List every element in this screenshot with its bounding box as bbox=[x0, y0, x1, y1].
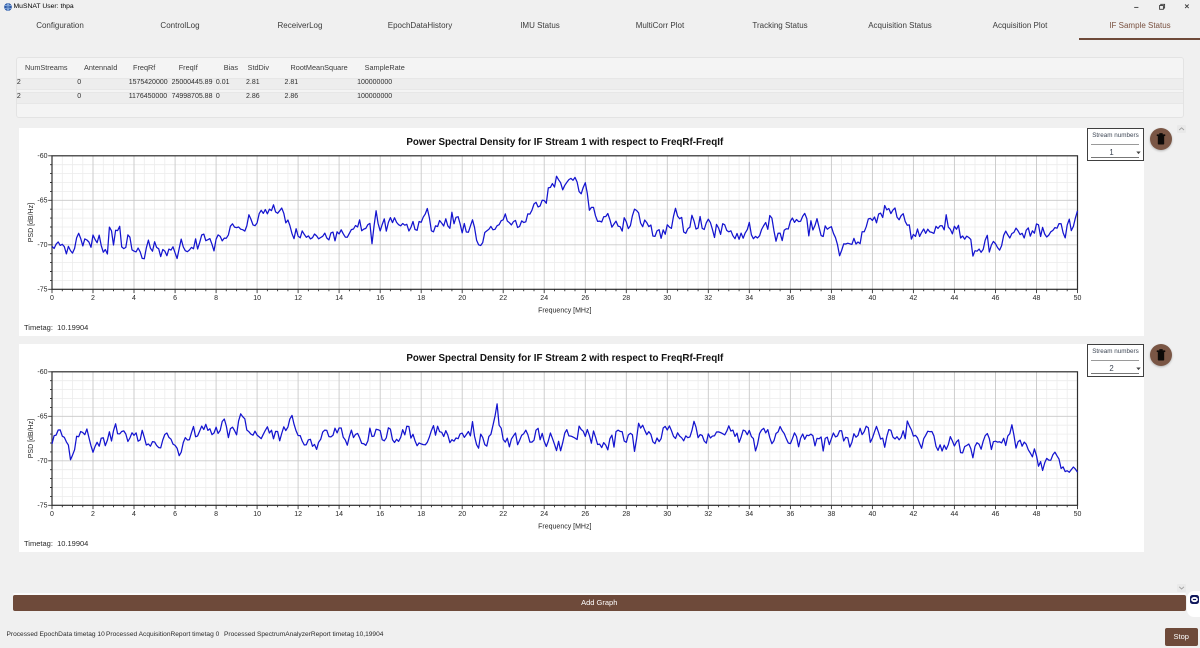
svg-text:26: 26 bbox=[581, 511, 589, 518]
svg-text:40: 40 bbox=[869, 295, 877, 302]
svg-text:20: 20 bbox=[458, 511, 466, 518]
svg-text:34: 34 bbox=[745, 295, 753, 302]
svg-text:-75: -75 bbox=[37, 287, 47, 294]
svg-text:46: 46 bbox=[992, 511, 1000, 518]
svg-text:24: 24 bbox=[540, 511, 548, 518]
svg-text:10: 10 bbox=[253, 295, 261, 302]
svg-text:Power Spectral Density for IF: Power Spectral Density for IF Stream 2 w… bbox=[406, 353, 724, 364]
svg-text:28: 28 bbox=[622, 295, 630, 302]
svg-text:46: 46 bbox=[992, 295, 1000, 302]
svg-text:0: 0 bbox=[50, 295, 54, 302]
svg-text:0: 0 bbox=[50, 511, 54, 518]
svg-text:22: 22 bbox=[499, 511, 507, 518]
svg-text:-70: -70 bbox=[37, 242, 47, 249]
svg-text:14: 14 bbox=[335, 511, 343, 518]
svg-text:6: 6 bbox=[173, 295, 177, 302]
svg-text:2: 2 bbox=[91, 295, 95, 302]
svg-text:32: 32 bbox=[704, 511, 712, 518]
svg-text:22: 22 bbox=[499, 295, 507, 302]
svg-text:4: 4 bbox=[132, 511, 136, 518]
svg-text:18: 18 bbox=[417, 511, 425, 518]
svg-text:-75: -75 bbox=[37, 503, 47, 510]
svg-text:16: 16 bbox=[376, 511, 384, 518]
svg-text:2: 2 bbox=[91, 511, 95, 518]
svg-text:6: 6 bbox=[173, 511, 177, 518]
svg-text:Frequency [MHz]: Frequency [MHz] bbox=[538, 308, 591, 315]
svg-text:24: 24 bbox=[540, 295, 548, 302]
svg-text:50: 50 bbox=[1074, 511, 1082, 518]
svg-text:44: 44 bbox=[951, 295, 959, 302]
svg-text:26: 26 bbox=[581, 295, 589, 302]
svg-text:38: 38 bbox=[828, 295, 836, 302]
svg-text:-60: -60 bbox=[37, 153, 47, 160]
svg-text:38: 38 bbox=[828, 511, 836, 518]
svg-text:-60: -60 bbox=[37, 369, 47, 376]
svg-text:Frequency [MHz]: Frequency [MHz] bbox=[538, 524, 591, 531]
svg-text:32: 32 bbox=[704, 295, 712, 302]
svg-text:12: 12 bbox=[294, 511, 302, 518]
svg-text:36: 36 bbox=[787, 295, 795, 302]
svg-text:40: 40 bbox=[869, 511, 877, 518]
svg-text:42: 42 bbox=[910, 511, 918, 518]
svg-text:30: 30 bbox=[663, 511, 671, 518]
svg-text:44: 44 bbox=[951, 511, 959, 518]
svg-text:PSD [dB/Hz]: PSD [dB/Hz] bbox=[28, 419, 35, 458]
svg-text:Power Spectral Density for IF: Power Spectral Density for IF Stream 1 w… bbox=[406, 137, 724, 148]
svg-text:12: 12 bbox=[294, 295, 302, 302]
svg-text:4: 4 bbox=[132, 295, 136, 302]
svg-text:30: 30 bbox=[663, 295, 671, 302]
svg-text:48: 48 bbox=[1033, 295, 1041, 302]
svg-text:-65: -65 bbox=[37, 414, 47, 421]
svg-text:42: 42 bbox=[910, 295, 918, 302]
svg-text:14: 14 bbox=[335, 295, 343, 302]
svg-text:20: 20 bbox=[458, 295, 466, 302]
svg-text:48: 48 bbox=[1033, 511, 1041, 518]
svg-text:8: 8 bbox=[214, 295, 218, 302]
svg-text:50: 50 bbox=[1074, 295, 1082, 302]
svg-text:28: 28 bbox=[622, 511, 630, 518]
svg-text:34: 34 bbox=[745, 511, 753, 518]
svg-text:18: 18 bbox=[417, 295, 425, 302]
svg-text:PSD [dB/Hz]: PSD [dB/Hz] bbox=[28, 203, 35, 242]
svg-text:-65: -65 bbox=[37, 198, 47, 205]
svg-text:36: 36 bbox=[787, 511, 795, 518]
svg-text:8: 8 bbox=[214, 511, 218, 518]
svg-text:10: 10 bbox=[253, 511, 261, 518]
svg-text:-70: -70 bbox=[37, 458, 47, 465]
svg-text:16: 16 bbox=[376, 295, 384, 302]
